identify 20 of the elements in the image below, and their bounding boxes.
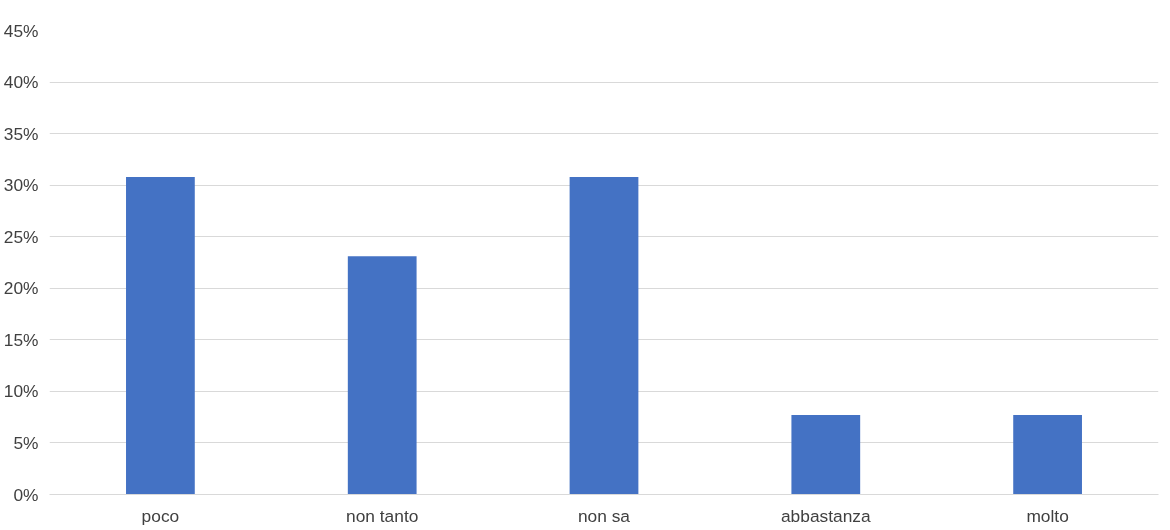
x-tick-label: poco [141, 505, 180, 526]
y-tick-label: 35% [3, 123, 39, 144]
bar [347, 256, 417, 495]
y-tick-label: 10% [3, 381, 39, 402]
x-tick-label: non tanto [346, 505, 419, 526]
bar [1013, 415, 1082, 495]
y-tick-label: 0% [13, 484, 39, 505]
x-tick-label: molto [1026, 505, 1069, 526]
y-tick-label: 20% [3, 278, 39, 299]
y-tick-label: 25% [3, 226, 39, 247]
y-tick-label: 5% [13, 432, 39, 453]
y-tick-label: 40% [3, 72, 39, 93]
x-tick-label: abbastanza [781, 505, 871, 526]
bar [791, 415, 861, 495]
y-tick-label: 45% [3, 20, 39, 41]
x-tick-label: non sa [577, 505, 631, 526]
bar [569, 176, 639, 495]
y-tick-label: 30% [3, 175, 39, 196]
y-tick-label: 15% [3, 329, 39, 350]
bar [126, 176, 195, 495]
